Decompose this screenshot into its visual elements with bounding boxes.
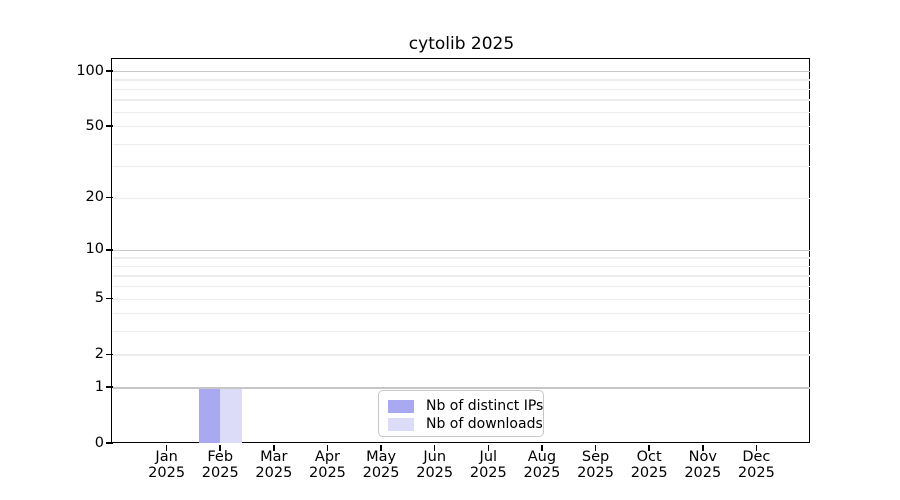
gridline-minor [113,88,810,90]
gridline-minor [113,257,810,259]
x-axis-tick [487,444,490,451]
gridline-minor [113,126,810,128]
gridline-major [113,249,810,252]
y-axis-tick-label: 10 [85,241,104,258]
gridline-major [113,71,810,73]
y-axis-tick-label: 50 [85,117,104,134]
y-axis-tick [106,125,113,127]
y-axis-tick-label: 0 [94,434,104,451]
legend-item-downloads: Nb of downloads [379,415,543,433]
gridline-minor [113,79,810,81]
y-axis-tick [106,248,113,251]
gridline-minor [113,99,810,101]
y-axis-tick [106,353,113,356]
x-axis-tick [594,444,597,451]
x-axis-tick-label: Oct 2025 [630,449,668,481]
y-axis-tick-label: 5 [94,290,104,307]
legend-label-downloads: Nb of downloads [426,416,543,432]
y-axis-tick-label: 100 [76,62,104,79]
gridline-minor [113,275,810,277]
x-axis-tick [326,444,329,451]
x-axis-tick [273,444,275,451]
x-axis-tick-label: Apr 2025 [309,449,346,481]
x-axis-tick [433,444,436,451]
legend: Nb of distinct IPs Nb of downloads [378,390,544,437]
gridline-minor [113,197,810,199]
legend-item-distinct-ips: Nb of distinct IPs [379,397,543,415]
gridline-minor [113,298,810,300]
x-axis-tick-label: Nov 2025 [684,449,722,481]
y-axis-tick [106,70,113,72]
x-axis-tick-label: Aug 2025 [523,449,561,481]
x-axis-tick-label: Mar 2025 [255,449,293,481]
x-axis-tick-label: Feb 2025 [201,449,239,481]
gridline-major [113,387,810,389]
bar-nb-of-distinct-ips [198,387,221,443]
y-axis-tick [106,442,113,444]
gridline-minor [113,166,810,168]
x-axis-tick [648,444,650,451]
y-axis-tick [106,386,113,388]
chart-title: cytolib 2025 [408,34,515,54]
gridline-minor [113,313,810,315]
gridline-minor [113,265,810,268]
y-axis-tick-label: 20 [85,189,104,206]
x-axis-tick [541,444,543,451]
legend-swatch-distinct-ips [388,399,414,413]
gridline-minor [113,331,810,333]
y-axis-tick-label: 1 [94,378,104,395]
x-axis-tick [219,444,222,451]
x-axis-tick-label: Sep 2025 [577,449,614,481]
x-axis-tick-label: Jan 2025 [148,449,186,481]
x-axis-tick [165,444,168,451]
gridline-minor [113,354,810,356]
gridline-minor [113,111,810,113]
x-axis-tick [380,444,382,451]
x-axis-tick [755,444,758,451]
x-axis-tick-label: Dec 2025 [737,449,775,481]
y-axis-tick [106,297,113,300]
gridline-minor [113,286,810,288]
y-axis-tick-label: 2 [94,345,104,362]
gridline-minor [113,143,810,145]
y-axis-tick [106,196,113,199]
x-axis-tick-label: Jul 2025 [469,449,507,481]
bar-nb-of-downloads [220,387,242,443]
legend-swatch-downloads [388,417,414,431]
x-axis-tick [701,444,704,451]
x-axis-tick-label: May 2025 [362,449,400,481]
x-axis-tick-label: Jun 2025 [416,449,454,481]
legend-label-distinct-ips: Nb of distinct IPs [426,398,544,414]
